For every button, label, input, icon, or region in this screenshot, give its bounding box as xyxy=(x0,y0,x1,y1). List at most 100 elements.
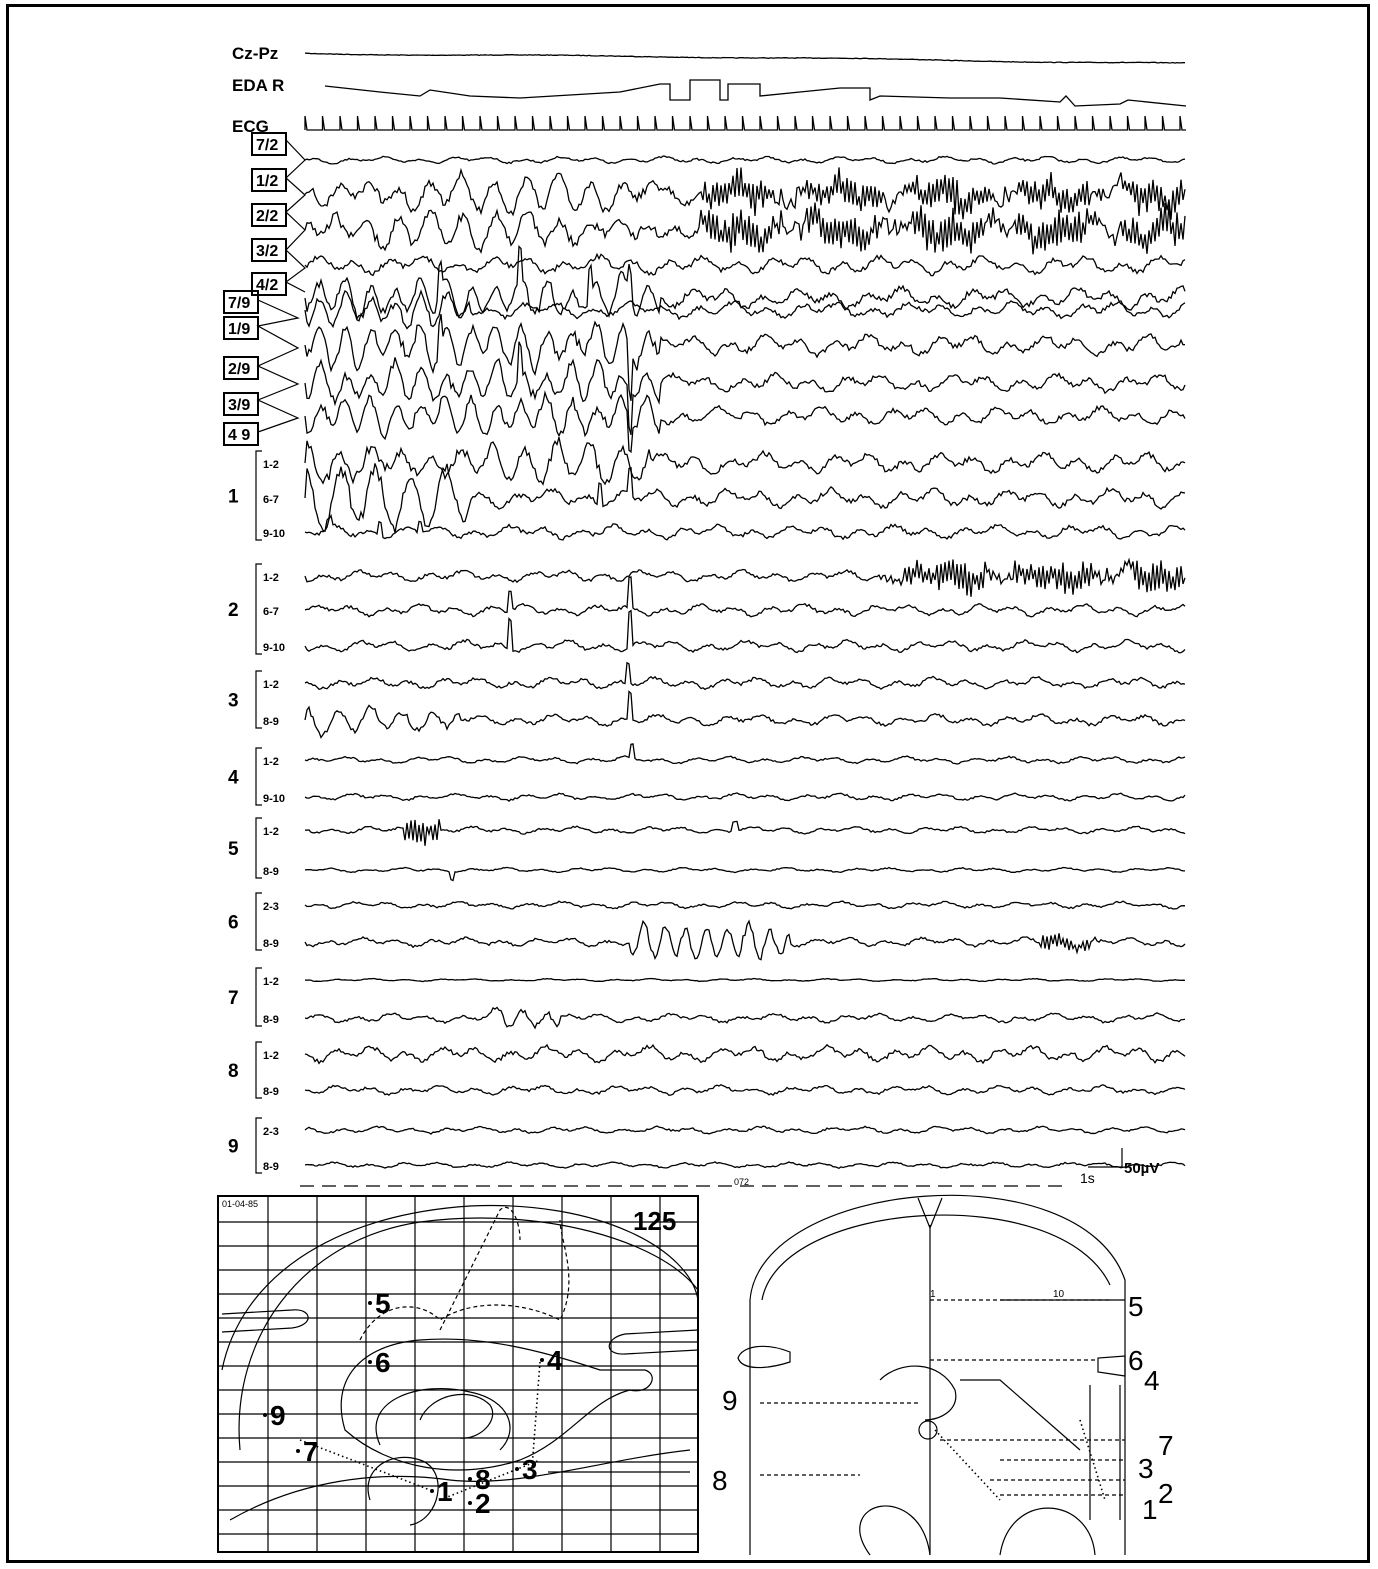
coronal-electrode-9: 9 xyxy=(722,1385,738,1416)
sagittal-date: 01-04-85 xyxy=(222,1199,258,1209)
contact-label-5-1-2: 1-2 xyxy=(263,826,279,838)
contact-label-2-9-10: 9-10 xyxy=(263,642,285,654)
bipolar-box-7: 2/9 xyxy=(223,356,259,380)
contact-label-1-6-7: 6-7 xyxy=(263,494,279,506)
amplitude-scale-label: 50µV xyxy=(1124,1160,1159,1177)
trace-group-8-8-9 xyxy=(304,1083,1186,1096)
scale-bar: 50µV 1s 072 xyxy=(734,1148,1159,1187)
trace-group-2-1-2 xyxy=(304,557,1186,597)
sagittal-electrode-3: 3 xyxy=(522,1454,538,1485)
sagittal-electrode-6: 6 xyxy=(375,1347,391,1378)
bipolar-box-2: 2/2 xyxy=(251,203,287,227)
coronal-contact-1: 1 xyxy=(930,1289,936,1300)
contact-label-4-1-2: 1-2 xyxy=(263,756,279,768)
bipolar-connectors-lower xyxy=(256,299,300,433)
bracket-group-5 xyxy=(255,817,262,879)
bipolar-box-6: 1/9 xyxy=(223,316,259,340)
bipolar-label-7: 2/9 xyxy=(228,361,250,378)
contact-label-7-1-2: 1-2 xyxy=(263,976,279,988)
sagittal-grid xyxy=(218,1196,698,1552)
coronal-skull-outer xyxy=(749,1194,1126,1555)
contact-label-8-1-2: 1-2 xyxy=(263,1050,279,1062)
trace-bipolar-8 xyxy=(304,390,1186,454)
trace-group-4-1-2 xyxy=(304,743,1186,765)
trace-group-5-1-2 xyxy=(304,819,1186,846)
eeg-traces xyxy=(300,52,1187,1187)
trace-cz-pz xyxy=(304,52,1186,64)
electrode-group-3: 3 xyxy=(228,691,239,712)
contact-label-9-2-3: 2-3 xyxy=(263,1126,279,1138)
timeline-mark: 072 xyxy=(734,1177,749,1187)
coronal-electrode-1: 1 xyxy=(1142,1494,1158,1525)
bracket-group-4 xyxy=(255,747,262,806)
bipolar-label-9: 4 9 xyxy=(228,427,250,444)
coronal-electrode-2: 2 xyxy=(1158,1478,1174,1509)
bipolar-box-9: 4 9 xyxy=(223,422,259,446)
coronal-electrode-6: 6 xyxy=(1128,1345,1144,1376)
skull-outline xyxy=(221,1204,699,1371)
bipolar-box-0: 7/2 xyxy=(251,132,287,156)
electrode-group-9: 9 xyxy=(228,1137,239,1158)
coronal-ear-bar-left xyxy=(737,1345,791,1369)
bracket-group-2 xyxy=(255,563,262,655)
trace-eda-r xyxy=(324,79,1187,107)
bracket-group-3 xyxy=(255,670,262,729)
ventricle-outline xyxy=(340,1338,653,1471)
channel-label-0: Cz-Pz xyxy=(232,44,278,63)
trace-group-3-8-9 xyxy=(304,690,1186,739)
trace-bipolar-3 xyxy=(304,252,1186,277)
coronal-electrode-5: 5 xyxy=(1128,1291,1144,1322)
trace-group-8-1-2 xyxy=(304,1043,1186,1065)
trace-bipolar-6 xyxy=(304,313,1186,402)
bracket-group-6 xyxy=(255,892,262,951)
contact-label-7-8-9: 8-9 xyxy=(263,1014,279,1026)
trace-bipolar-5 xyxy=(304,289,1186,330)
bipolar-label-2: 2/2 xyxy=(256,208,278,225)
contact-label-2-6-7: 6-7 xyxy=(263,606,279,618)
trace-ecg xyxy=(304,115,1186,131)
trace-group-9-2-3 xyxy=(304,1125,1186,1135)
contact-label-6-2-3: 2-3 xyxy=(263,901,279,913)
contact-label-1-9-10: 9-10 xyxy=(263,528,285,540)
bipolar-box-5: 7/9 xyxy=(223,290,259,314)
trace-group-2-6-7 xyxy=(304,576,1186,618)
contact-label-9-8-9: 8-9 xyxy=(263,1161,279,1173)
contact-label-3-8-9: 8-9 xyxy=(263,716,279,728)
bipolar-box-4: 4/2 xyxy=(251,272,287,296)
bipolar-label-3: 3/2 xyxy=(256,243,278,260)
electrode-group-6: 6 xyxy=(228,913,239,934)
sagittal-electrode-2: 2 xyxy=(475,1488,491,1519)
bipolar-label-6: 1/9 xyxy=(228,321,250,338)
coronal-electrode-3: 3 xyxy=(1138,1453,1154,1484)
trace-group-1-6-7 xyxy=(304,463,1186,533)
contact-label-8-8-9: 8-9 xyxy=(263,1086,279,1098)
ear-bar-left xyxy=(221,1309,309,1333)
trace-group-4-9-10 xyxy=(304,792,1186,802)
coronal-electrode-4: 4 xyxy=(1144,1365,1160,1396)
bipolar-label-5: 7/9 xyxy=(228,295,250,312)
bipolar-label-1: 1/2 xyxy=(256,173,278,190)
electrode-group-7: 7 xyxy=(228,988,239,1009)
contact-label-3-1-2: 1-2 xyxy=(263,679,279,691)
bipolar-box-8: 3/9 xyxy=(223,392,259,416)
trace-group-1-1-2 xyxy=(304,437,1186,486)
bipolar-label-4: 4/2 xyxy=(256,277,278,294)
trace-bipolar-0 xyxy=(304,155,1186,165)
figure-frame xyxy=(6,4,1370,1563)
bipolar-label-0: 7/2 xyxy=(256,137,278,154)
ear-bar-right xyxy=(608,1329,699,1355)
coronal-ear-bar-right xyxy=(1097,1355,1126,1377)
bipolar-connectors-upper xyxy=(284,139,306,293)
coronal-electrode-8: 8 xyxy=(712,1465,728,1496)
sagittal-map-border xyxy=(217,1195,699,1553)
electrode-group-2: 2 xyxy=(228,600,239,621)
coronal-contact-10: 10 xyxy=(1053,1289,1065,1300)
contact-label-2-1-2: 1-2 xyxy=(263,572,279,584)
trace-group-6-2-3 xyxy=(304,900,1186,910)
electrode-group-8: 8 xyxy=(228,1061,239,1082)
time-scale-label: 1s xyxy=(1080,1170,1095,1186)
coronal-electrode-7: 7 xyxy=(1158,1430,1174,1461)
contact-label-6-8-9: 8-9 xyxy=(263,938,279,950)
